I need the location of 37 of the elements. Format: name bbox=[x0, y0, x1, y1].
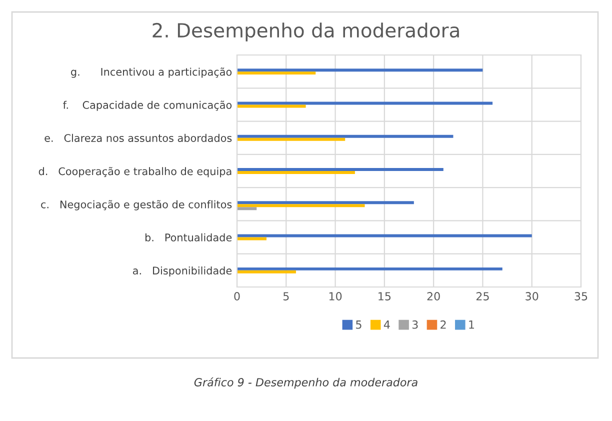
legend-label: 2 bbox=[440, 320, 446, 329]
bar bbox=[237, 234, 532, 238]
bar bbox=[237, 201, 414, 204]
bar bbox=[237, 168, 444, 171]
x-tick-label: 30 bbox=[526, 292, 538, 300]
bar bbox=[237, 207, 257, 210]
legend-label: 5 bbox=[356, 320, 362, 329]
x-tick-label: 10 bbox=[329, 292, 342, 300]
x-tick-label: 5 bbox=[283, 292, 289, 300]
bar bbox=[237, 237, 266, 240]
bar bbox=[237, 267, 502, 270]
x-tick-label: 35 bbox=[574, 292, 588, 300]
bar bbox=[237, 102, 493, 105]
bar bbox=[237, 104, 306, 108]
legend-label: 3 bbox=[412, 320, 418, 329]
y-tick-label: f. Capacidade de comunicação bbox=[63, 100, 232, 111]
chart-title: 2. Desempenho da moderadora bbox=[152, 22, 459, 42]
legend-label: 1 bbox=[469, 320, 474, 329]
bar bbox=[237, 134, 454, 138]
x-tick-label: 25 bbox=[476, 292, 489, 300]
y-tick-label: c. Negociação e gestão de conflitos bbox=[41, 200, 232, 210]
legend-label: 4 bbox=[384, 320, 390, 329]
bar bbox=[237, 270, 296, 274]
x-tick-label: 15 bbox=[378, 292, 391, 300]
bar bbox=[237, 204, 365, 208]
x-tick-label: 20 bbox=[427, 292, 440, 300]
y-tick-label: b. Pontualidade bbox=[145, 233, 232, 242]
bar bbox=[237, 72, 316, 75]
bar bbox=[237, 138, 346, 141]
bar bbox=[237, 68, 483, 72]
y-tick-label: g. Incentivou a participação bbox=[71, 68, 232, 78]
text: Gráfico 9 - Desempenho da moderadora bbox=[194, 377, 418, 389]
y-tick-label: e. Clareza nos assuntos abordados bbox=[44, 134, 232, 142]
bar bbox=[237, 171, 355, 174]
y-tick-label: d. Cooperação e trabalho de equipa bbox=[38, 166, 232, 178]
x-tick-label: 0 bbox=[234, 292, 240, 300]
y-tick-label: a. Disponibilidade bbox=[133, 266, 232, 277]
